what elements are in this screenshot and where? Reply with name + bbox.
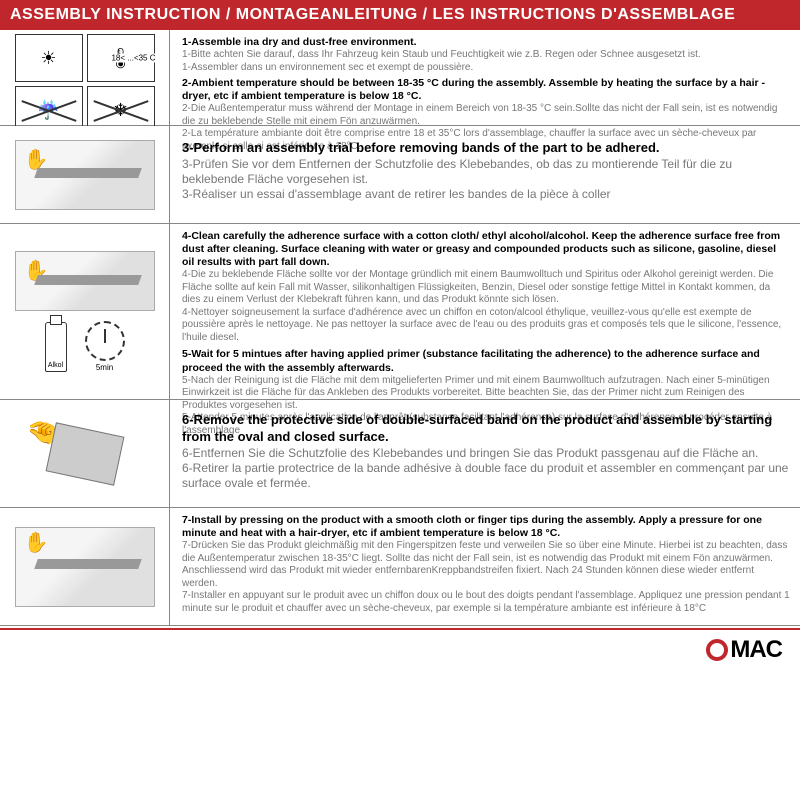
cleaning-surface-icon: ✋ bbox=[15, 251, 155, 311]
step1-de: 1-Bitte achten Sie darauf, dass Ihr Fahr… bbox=[182, 49, 790, 62]
section-4-text: 6-Remove the protective side of double-s… bbox=[170, 400, 800, 507]
press-install-icon: ✋ bbox=[15, 527, 155, 607]
step6-en: 6-Remove the protective side of double-s… bbox=[182, 412, 790, 446]
hand-icon: ✋ bbox=[24, 530, 49, 555]
thermometer-icon: 🌡 18< ...<35 C bbox=[87, 34, 155, 82]
header-bar: ASSEMBLY INSTRUCTION / MONTAGEANLEITUNG … bbox=[0, 0, 800, 30]
section-3: ✋ Alkol 5min 4-Clean carefully the adher… bbox=[0, 224, 800, 400]
step3-en: 3-Perform an assembly trial before remov… bbox=[182, 140, 790, 157]
step4-en: 4-Clean carefully the adherence surface … bbox=[182, 230, 790, 269]
section-3-text: 4-Clean carefully the adherence surface … bbox=[170, 224, 800, 399]
step6-fr: 6-Retirer la partie protectrice de la ba… bbox=[182, 461, 790, 491]
step3-fr: 3-Réaliser un essai d'assemblage avant d… bbox=[182, 187, 790, 202]
logo-text: MAC bbox=[730, 636, 782, 664]
step7-en: 7-Install by pressing on the product wit… bbox=[182, 514, 790, 540]
remove-tape-icon: 🤏 bbox=[25, 419, 145, 489]
step3-de: 3-Prüfen Sie vor dem Entfernen der Schut… bbox=[182, 157, 790, 187]
step1-fr: 1-Assembler dans un environnement sec et… bbox=[182, 62, 790, 75]
brand-logo: MAC bbox=[706, 636, 782, 664]
step2-de: 2-Die Außentemperatur muss während der M… bbox=[182, 103, 790, 128]
header-title: ASSEMBLY INSTRUCTION / MONTAGEANLEITUNG … bbox=[10, 6, 735, 23]
temp-range-label: 18< ...<35 C bbox=[111, 54, 155, 63]
hand-icon: ✋ bbox=[24, 258, 49, 283]
assembly-trial-icon: ✋ bbox=[15, 140, 155, 210]
alcohol-bottle-icon: Alkol bbox=[45, 322, 67, 372]
section-4: 🤏 6-Remove the protective side of double… bbox=[0, 400, 800, 508]
illustration-2: ✋ bbox=[0, 126, 170, 223]
step4-de: 4-Die zu beklebende Fläche sollte vor de… bbox=[182, 269, 790, 307]
section-2-text: 3-Perform an assembly trial before remov… bbox=[170, 126, 800, 223]
step1-en: 1-Assemble ina dry and dust-free environ… bbox=[182, 36, 790, 49]
step4-fr: 4-Nettoyer soigneusement la surface d'ad… bbox=[182, 307, 790, 345]
illustration-5: ✋ bbox=[0, 508, 170, 625]
illustration-4: 🤏 bbox=[0, 400, 170, 507]
section-5-text: 7-Install by pressing on the product wit… bbox=[170, 508, 800, 625]
section-5: ✋ 7-Install by pressing on the product w… bbox=[0, 508, 800, 626]
clock-label: 5min bbox=[85, 363, 125, 372]
logo-circle-icon bbox=[706, 639, 728, 661]
step7-de: 7-Drücken Sie das Produkt gleichmäßig mi… bbox=[182, 540, 790, 590]
step5-en: 5-Wait for 5 mintues after having applie… bbox=[182, 348, 790, 374]
clock-icon bbox=[85, 321, 125, 361]
footer: MAC bbox=[0, 628, 800, 668]
illustration-3: ✋ Alkol 5min bbox=[0, 224, 170, 399]
bottle-label: Alkol bbox=[48, 362, 63, 369]
sun-icon: ☀ bbox=[15, 34, 83, 82]
section-1-text: 1-Assemble ina dry and dust-free environ… bbox=[170, 30, 800, 125]
step2-en: 2-Ambient temperature should be between … bbox=[182, 77, 790, 103]
step7-fr: 7-Installer en appuyant sur le produit a… bbox=[182, 590, 790, 615]
section-2: ✋ 3-Perform an assembly trial before rem… bbox=[0, 126, 800, 224]
hand-icon: ✋ bbox=[24, 147, 49, 172]
step6-de: 6-Entfernen Sie die Schutzfolie des Kleb… bbox=[182, 446, 790, 461]
section-1: ☀ 🌡 18< ...<35 C ☔ ❄ 1-Assemble ina dry … bbox=[0, 30, 800, 126]
illustration-1: ☀ 🌡 18< ...<35 C ☔ ❄ bbox=[0, 30, 170, 125]
